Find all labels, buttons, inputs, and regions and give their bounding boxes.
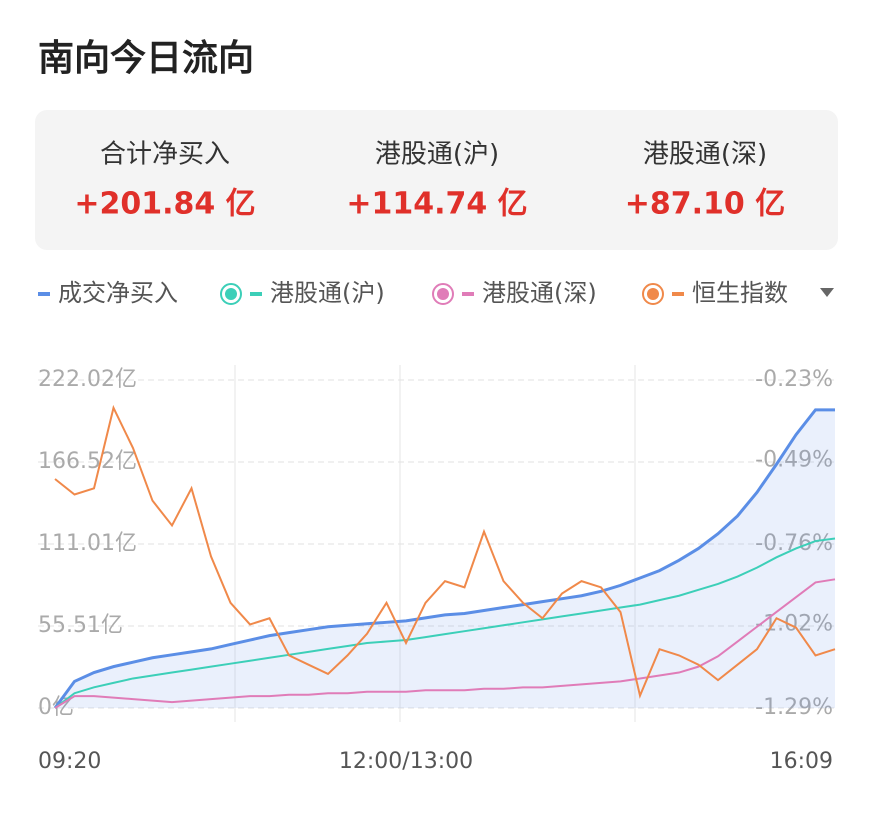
series-line bbox=[54, 578, 836, 709]
summary-value: +201.84 亿 bbox=[74, 187, 255, 222]
legend-label: 恒生指数 bbox=[692, 279, 788, 307]
summary-label: 合计净买入 bbox=[100, 140, 230, 170]
summary-value: +87.10 亿 bbox=[625, 187, 785, 222]
summary-label: 港股通(深) bbox=[643, 140, 767, 170]
legend-marker bbox=[647, 288, 659, 300]
x-tick-label: 09:20 bbox=[38, 749, 101, 774]
y-tick-label: 111.01亿 bbox=[38, 531, 137, 556]
y2-tick-label: -0.23% bbox=[755, 367, 833, 392]
legend-label: 港股通(沪) bbox=[270, 279, 385, 307]
summary-label: 港股通(沪) bbox=[375, 140, 499, 170]
area bbox=[55, 409, 835, 708]
legend-marker bbox=[642, 283, 664, 305]
x-tick-label: 12:00/13:00 bbox=[339, 749, 473, 774]
summary-card bbox=[35, 110, 838, 250]
series-line bbox=[54, 537, 836, 709]
series-line bbox=[53, 408, 835, 709]
legend-marker bbox=[220, 283, 242, 305]
page-title: 南向今日流向 bbox=[38, 38, 254, 79]
legend-marker bbox=[437, 288, 449, 300]
legend-marker bbox=[432, 283, 454, 305]
series-line bbox=[54, 404, 836, 699]
y-tick-label: 222.02亿 bbox=[38, 367, 137, 392]
legend-marker bbox=[225, 288, 237, 300]
x-tick-label: 16:09 bbox=[770, 749, 833, 774]
y-tick-label: 166.52亿 bbox=[38, 449, 137, 474]
y2-tick-label: -0.76% bbox=[755, 531, 833, 556]
legend-dropdown[interactable] bbox=[820, 288, 834, 297]
y2-tick-label: -0.49% bbox=[755, 447, 833, 472]
legend-label: 成交净买入 bbox=[58, 279, 178, 307]
y2-tick-label: -1.29% bbox=[755, 695, 833, 720]
summary-value: +114.74 亿 bbox=[346, 187, 527, 222]
legend-label: 港股通(深) bbox=[482, 279, 597, 307]
y-tick-label: 55.51亿 bbox=[38, 613, 123, 638]
